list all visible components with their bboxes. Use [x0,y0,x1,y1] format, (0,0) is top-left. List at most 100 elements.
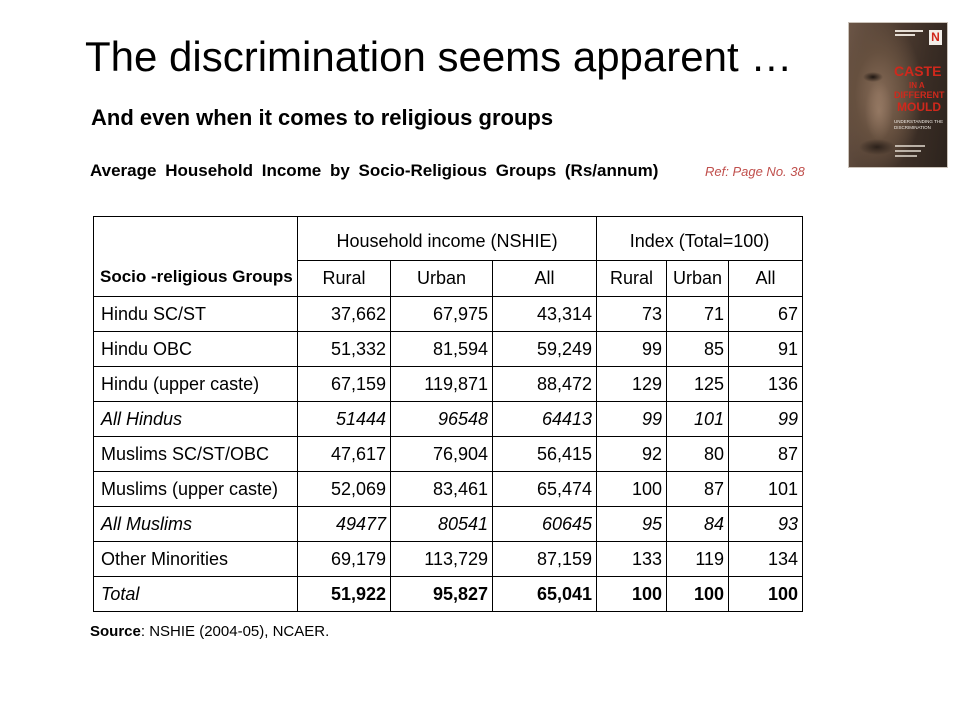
table-row-other-minorities: Other Minorities 69,179 113,729 87,159 1… [93,541,804,577]
index-rural-cell: 95 [596,506,668,542]
income-urban-cell: 113,729 [390,541,493,577]
income-urban-cell: 119,871 [390,366,493,402]
book-subtitle-line-2: DISCRIMINATION [894,125,931,130]
group-header-household-income: Household income (NSHIE) [296,216,598,261]
income-all-cell: 64413 [491,401,598,437]
cover-author-text-lines [895,145,925,160]
row-label: Hindu OBC [93,331,298,367]
table-row-muslims-sc-st-obc: Muslims SC/ST/OBC 47,617 76,904 56,415 9… [93,436,804,472]
row-label: Hindu SC/ST [93,296,298,332]
index-all-cell: 101 [728,471,804,507]
income-rural-cell: 51444 [297,401,391,437]
index-all-cell: 91 [728,331,804,367]
index-all-cell: 67 [728,296,804,332]
column-header-income-urban: Urban [390,260,493,297]
income-rural-cell: 51,332 [297,331,391,367]
index-urban-cell: 119 [666,541,730,577]
row-label: Hindu (upper caste) [93,366,298,402]
book-subtitle-line-1: UNDERSTANDING THE [894,119,944,124]
index-urban-cell: 87 [666,471,730,507]
column-header-index-all: All [728,260,804,297]
income-urban-cell: 80541 [390,506,493,542]
income-urban-cell: 81,594 [390,331,493,367]
publisher-logo: N [929,30,942,45]
income-urban-cell: 83,461 [390,471,493,507]
table-caption: Average Household Income by Socio-Religi… [90,161,659,180]
book-cover-image: N CASTE IN A DIFFERENT MOULD UNDERSTANDI… [848,22,948,168]
index-rural-cell: 129 [596,366,668,402]
index-all-cell: 100 [728,576,804,612]
table-row-hindu-sc-st: Hindu SC/ST 37,662 67,975 43,314 73 71 6… [93,296,804,332]
table-row-total: Total 51,922 95,827 65,041 100 100 100 [93,576,804,612]
group-header-index: Index (Total=100) [596,216,804,261]
income-rural-cell: 47,617 [297,436,391,472]
book-title-line-3: DIFFERENT [894,90,945,100]
index-rural-cell: 100 [596,471,668,507]
index-all-cell: 93 [728,506,804,542]
index-all-cell: 99 [728,401,804,437]
row-label: Total [93,576,298,612]
index-urban-cell: 84 [666,506,730,542]
index-urban-cell: 101 [666,401,730,437]
cover-top-text-lines [895,30,923,38]
index-urban-cell: 125 [666,366,730,402]
page-reference: Ref: Page No. 38 [705,164,805,179]
index-rural-cell: 73 [596,296,668,332]
column-header-index-rural: Rural [596,260,668,297]
source-note: Source: NSHIE (2004-05), NCAER. [90,624,329,639]
income-table: Socio -religious Groups Household income… [93,216,804,612]
index-rural-cell: 99 [596,401,668,437]
index-all-cell: 136 [728,366,804,402]
income-rural-cell: 37,662 [297,296,391,332]
index-urban-cell: 71 [666,296,730,332]
table-row-hindu-upper-caste: Hindu (upper caste) 67,159 119,871 88,47… [93,366,804,402]
index-all-cell: 134 [728,541,804,577]
income-all-cell: 65,474 [491,471,598,507]
income-all-cell: 59,249 [491,331,598,367]
income-all-cell: 60645 [491,506,598,542]
book-title-line-4: MOULD [897,100,941,114]
row-label: Muslims (upper caste) [93,471,298,507]
source-label: Source [90,623,141,640]
source-text: : NSHIE (2004-05), NCAER. [140,623,330,640]
header-row-columns: Rural Urban All Rural Urban All [94,260,804,297]
income-all-cell: 65,041 [491,576,598,612]
index-rural-cell: 92 [596,436,668,472]
income-all-cell: 56,415 [491,436,598,472]
row-label: Muslims SC/ST/OBC [93,436,298,472]
index-urban-cell: 100 [666,576,730,612]
column-header-income-rural: Rural [297,260,391,297]
income-urban-cell: 67,975 [390,296,493,332]
income-rural-cell: 52,069 [297,471,391,507]
slide-subtitle: And even when it comes to religious grou… [91,105,554,130]
index-urban-cell: 80 [666,436,730,472]
column-header-index-urban: Urban [666,260,730,297]
header-row-groups: Socio -religious Groups Household income… [93,216,804,297]
income-all-cell: 43,314 [491,296,598,332]
index-urban-cell: 85 [666,331,730,367]
income-rural-cell: 49477 [297,506,391,542]
income-rural-cell: 69,179 [297,541,391,577]
income-all-cell: 87,159 [491,541,598,577]
book-title-line-2: IN A [909,81,925,90]
row-label: Other Minorities [93,541,298,577]
index-rural-cell: 99 [596,331,668,367]
index-rural-cell: 133 [596,541,668,577]
index-all-cell: 87 [728,436,804,472]
row-label: All Hindus [93,401,298,437]
table-row-all-hindus: All Hindus 51444 96548 64413 99 101 99 [93,401,804,437]
row-label: All Muslims [93,506,298,542]
column-header-income-all: All [491,260,598,297]
table-row-muslims-upper-caste: Muslims (upper caste) 52,069 83,461 65,4… [93,471,804,507]
slide-title: The discrimination seems apparent … [85,33,793,80]
income-urban-cell: 95,827 [390,576,493,612]
table-row-all-muslims: All Muslims 49477 80541 60645 95 84 93 [93,506,804,542]
book-title-line-1: CASTE [894,63,942,79]
income-all-cell: 88,472 [491,366,598,402]
publisher-logo-letter: N [931,30,940,44]
row-header-label: Socio -religious Groups [93,216,298,297]
index-rural-cell: 100 [596,576,668,612]
table-row-hindu-obc: Hindu OBC 51,332 81,594 59,249 99 85 91 [93,331,804,367]
income-rural-cell: 51,922 [297,576,391,612]
